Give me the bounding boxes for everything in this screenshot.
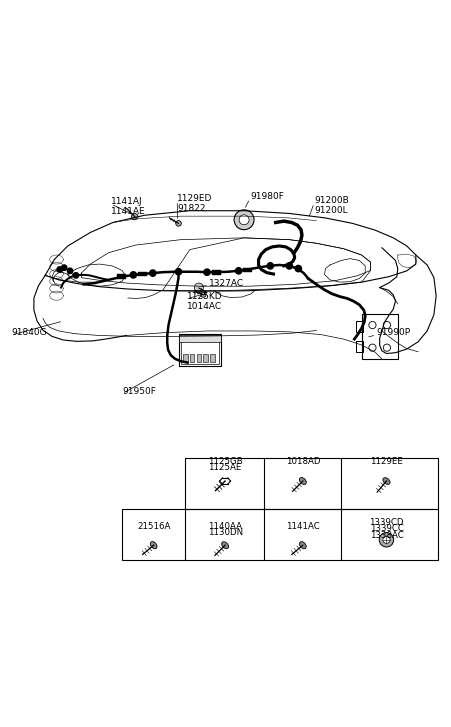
Text: 1327AC: 1327AC xyxy=(208,278,244,288)
Circle shape xyxy=(200,292,206,297)
Bar xyxy=(183,354,187,362)
Bar xyxy=(196,354,201,362)
Bar xyxy=(212,270,221,275)
Circle shape xyxy=(378,533,393,547)
Bar xyxy=(243,268,252,272)
Ellipse shape xyxy=(221,542,228,549)
Bar xyxy=(116,275,125,279)
Text: 91950F: 91950F xyxy=(122,387,156,396)
Circle shape xyxy=(131,214,138,220)
Text: 1338AC: 1338AC xyxy=(369,531,402,539)
Text: 1018AD: 1018AD xyxy=(285,457,319,466)
Ellipse shape xyxy=(150,542,156,549)
Circle shape xyxy=(295,265,301,272)
Circle shape xyxy=(175,268,181,275)
Text: 1125KD: 1125KD xyxy=(186,292,222,301)
Text: 1125GB: 1125GB xyxy=(207,457,242,466)
Circle shape xyxy=(149,270,156,276)
Bar xyxy=(138,272,147,276)
Text: 1125AE: 1125AE xyxy=(208,463,241,473)
Bar xyxy=(361,314,397,359)
Bar xyxy=(210,354,214,362)
Circle shape xyxy=(67,268,73,273)
Text: 1129EE: 1129EE xyxy=(369,457,402,466)
Text: 1014AC: 1014AC xyxy=(186,302,221,311)
Circle shape xyxy=(73,273,78,278)
Text: 91822: 91822 xyxy=(177,204,205,213)
Text: 1141AJ: 1141AJ xyxy=(110,197,142,206)
Circle shape xyxy=(175,220,181,226)
Circle shape xyxy=(57,267,62,272)
Text: 91840G: 91840G xyxy=(11,329,47,337)
Circle shape xyxy=(203,269,210,276)
Text: 91200B: 91200B xyxy=(313,196,348,205)
Bar xyxy=(355,341,362,352)
Bar xyxy=(122,509,437,560)
Circle shape xyxy=(194,283,203,292)
Text: 1140AA: 1140AA xyxy=(207,522,242,531)
Bar xyxy=(178,334,221,366)
Text: 1339CC: 1339CC xyxy=(369,524,402,534)
Circle shape xyxy=(267,262,273,269)
Circle shape xyxy=(382,537,389,543)
Circle shape xyxy=(285,262,292,269)
Text: 91990P: 91990P xyxy=(376,329,410,337)
Text: 1130DN: 1130DN xyxy=(207,528,242,537)
Text: 21516A: 21516A xyxy=(137,522,170,531)
Text: 91200L: 91200L xyxy=(313,206,347,215)
Circle shape xyxy=(130,272,136,278)
Text: 1141AC: 1141AC xyxy=(285,522,319,531)
Bar xyxy=(355,321,362,332)
Text: 1141AE: 1141AE xyxy=(110,207,145,216)
Text: 1339CD: 1339CD xyxy=(368,518,403,527)
Circle shape xyxy=(61,265,67,270)
Circle shape xyxy=(234,210,253,230)
Bar xyxy=(203,354,207,362)
Bar xyxy=(179,335,220,342)
Ellipse shape xyxy=(382,478,389,484)
Text: 91980F: 91980F xyxy=(249,192,283,201)
Bar xyxy=(180,337,219,364)
Bar xyxy=(189,354,194,362)
Circle shape xyxy=(239,214,249,225)
Circle shape xyxy=(235,268,241,274)
Circle shape xyxy=(196,286,201,290)
Text: 1129ED: 1129ED xyxy=(177,194,212,203)
Ellipse shape xyxy=(299,542,305,549)
Bar xyxy=(185,459,437,509)
Ellipse shape xyxy=(299,478,306,484)
